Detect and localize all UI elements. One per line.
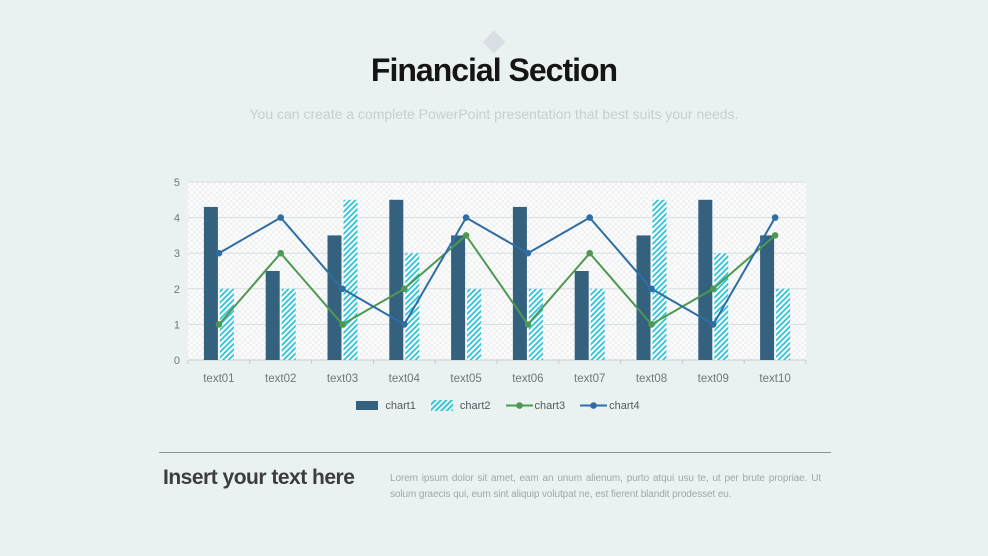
x-category-label: text10: [759, 373, 790, 385]
marker-chart3-text03: [339, 321, 346, 328]
legend-item-chart1: chart1: [356, 399, 416, 412]
footer-heading: Insert your text here: [163, 466, 355, 489]
x-category-label: text08: [636, 373, 667, 385]
bar-chart1-text07: [574, 271, 589, 360]
marker-chart3-text10: [771, 232, 779, 239]
marker-chart3-text08: [648, 321, 655, 328]
legend-label-chart3: chart3: [534, 399, 566, 412]
x-category-label: text02: [265, 373, 296, 385]
page-subtitle: You can create a complete PowerPoint pre…: [249, 106, 739, 122]
bar-chart1-text10: [760, 235, 775, 360]
line-chart4: [218, 216, 776, 326]
bar-chart1-text05: [451, 235, 466, 360]
legend-swatch-chart3: [505, 402, 533, 409]
bar-chart2-text07: [590, 288, 605, 360]
x-category-label: text04: [389, 373, 421, 385]
legend-swatch-chart2: [430, 400, 453, 411]
legend-swatch-chart1: [356, 401, 379, 410]
x-category-label: text06: [512, 373, 543, 385]
marker-chart4-text01: [215, 249, 223, 257]
legend-label-chart2: chart2: [459, 399, 491, 412]
marker-chart4-text07: [586, 214, 593, 221]
bar-chart1-text02: [265, 271, 280, 360]
legend-swatch-chart4: [580, 402, 608, 409]
x-category-label: text05: [450, 373, 481, 385]
marker-chart4-text06: [524, 249, 532, 257]
marker-chart4-text09: [710, 321, 717, 328]
bar-chart2-text01: [219, 288, 234, 360]
bar-chart2-text04: [405, 253, 420, 360]
legend-item-chart3: chart3: [505, 399, 566, 412]
y-tick-label: 4: [174, 213, 180, 225]
bar-chart2-text08: [652, 199, 667, 360]
marker-chart3-text07: [586, 249, 593, 257]
bar-chart2-text06: [528, 288, 543, 360]
bar-chart1-text06: [512, 206, 527, 360]
marker-chart4-text08: [648, 285, 655, 293]
diamond-icon: [482, 30, 506, 54]
legend-label-chart4: chart4: [609, 399, 640, 412]
footer-body: Lorem ipsum dolor sit amet, eam an unum …: [390, 473, 821, 500]
x-category-label: text07: [574, 373, 605, 385]
y-tick-label: 2: [174, 284, 180, 296]
x-category-label: text03: [327, 373, 358, 385]
y-tick-label: 0: [174, 355, 180, 367]
bar-chart2-text09: [714, 253, 729, 360]
marker-chart4-text03: [339, 285, 346, 293]
bar-chart1-text01: [203, 206, 218, 360]
bar-chart1-text09: [698, 199, 713, 360]
y-tick-label: 3: [174, 248, 180, 260]
marker-chart4-text05: [462, 214, 470, 221]
financial-combo-chart: 0 1 2 3 4 5 text01 text02 text03 text04 text05 text…: [160, 170, 836, 394]
marker-chart4-text10: [771, 214, 779, 221]
marker-chart3-text05: [462, 232, 470, 239]
page-title: Financial Section: [370, 52, 618, 88]
bar-chart2-text03: [343, 199, 358, 360]
y-tick-label: 5: [174, 177, 180, 189]
bar-chart2-text02: [281, 288, 296, 360]
chart-legend: chart1 chart2 chart3 chart4: [160, 399, 836, 412]
legend-item-chart2: chart2: [430, 399, 491, 412]
section-divider: [159, 452, 831, 453]
plot-background-texture: [188, 182, 806, 360]
marker-chart4-text04: [401, 321, 408, 328]
bar-chart1-text08: [636, 235, 651, 360]
marker-chart3-text06: [524, 321, 532, 328]
marker-chart3-text01: [215, 321, 223, 328]
legend-item-chart4: chart4: [580, 399, 640, 412]
combo-chart-canvas: 0 1 2 3 4 5 text01 text02 text03 text04 text05 text…: [174, 177, 807, 385]
bar-chart2-text10: [776, 288, 791, 360]
x-category-label: text01: [203, 373, 234, 385]
x-category-label: text09: [698, 373, 729, 385]
bar-chart1-text04: [389, 199, 404, 360]
marker-chart3-text02: [277, 249, 284, 257]
marker-chart3-text09: [710, 285, 717, 293]
bar-chart2-text05: [467, 288, 482, 360]
bar-chart1-text03: [327, 235, 342, 360]
y-tick-label: 1: [174, 319, 180, 331]
legend-label-chart1: chart1: [385, 399, 416, 412]
marker-chart4-text02: [277, 214, 284, 221]
marker-chart3-text04: [401, 285, 408, 293]
